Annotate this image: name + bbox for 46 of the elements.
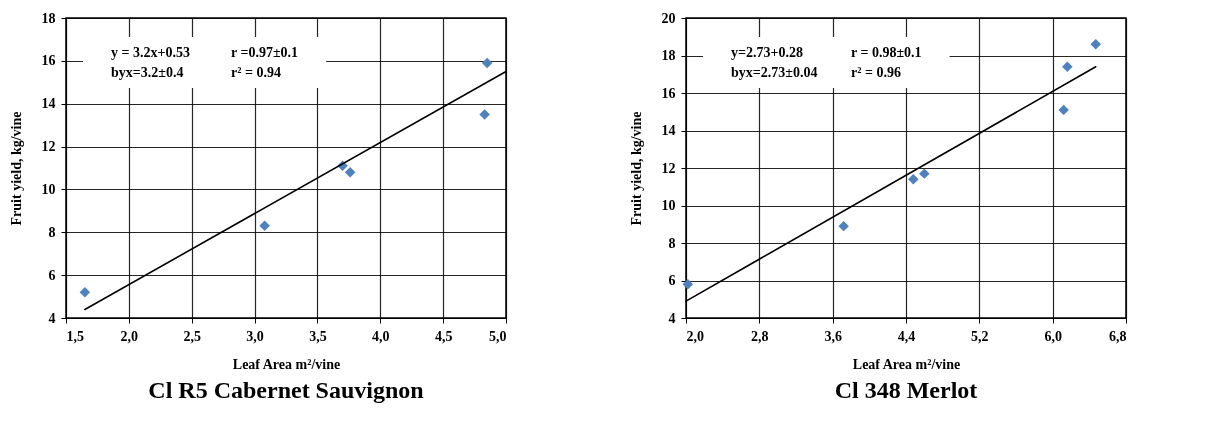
y-tick-label: 14 <box>41 96 56 112</box>
y-tick-label: 18 <box>41 10 56 26</box>
x-tick-label: 3,0 <box>246 328 264 344</box>
x-tick-label: 2,0 <box>120 328 139 344</box>
annotation: r² = 0.96 <box>851 65 901 80</box>
y-tick-label: 16 <box>41 53 56 69</box>
y-tick-label: 8 <box>48 224 56 240</box>
x-tick-label: 2,8 <box>751 328 769 344</box>
x-tick-label: 5,0 <box>489 328 507 344</box>
annotation: r² = 0.94 <box>231 65 281 80</box>
x-tick-label: 4,4 <box>897 328 916 344</box>
y-tick-label: 12 <box>661 160 676 176</box>
x-tick-label: 3,5 <box>309 328 327 344</box>
x-tick-label: 5,2 <box>971 328 989 344</box>
y-tick-label: 8 <box>668 235 676 251</box>
y-tick-label: 20 <box>661 10 676 26</box>
y-axis-title: Fruit yield, kg/vine <box>8 111 24 226</box>
annotation: y = 3.2x+0.53 <box>111 45 190 60</box>
y-tick-label: 14 <box>661 123 676 138</box>
y-tick-label: 4 <box>48 310 56 326</box>
y-tick-label: 6 <box>48 267 56 283</box>
x-axis-title: Leaf Area m²/vine <box>232 356 341 372</box>
text: Cl R5 Cabernet Sauvignon <box>148 377 424 403</box>
annotation: r =0.97±0.1 <box>231 45 299 60</box>
y-tick-label: 10 <box>661 198 676 213</box>
y-tick-label: 6 <box>668 273 676 288</box>
x-tick-label: 4,0 <box>372 328 390 344</box>
x-tick-label: 2,5 <box>183 328 201 344</box>
annotation: byx=3.2±0.4 <box>111 65 184 80</box>
y-tick-label: 12 <box>41 139 56 155</box>
x-tick-label: 6,0 <box>1044 328 1062 344</box>
x-axis-title: Leaf Area m²/vine <box>852 356 961 372</box>
annotation: r = 0.98±0.1 <box>851 45 922 60</box>
x-tick-label: 4,5 <box>434 328 453 344</box>
annotation: y=2.73+0.28 <box>731 45 803 60</box>
y-tick-label: 4 <box>668 310 676 326</box>
x-tick-label: 3,6 <box>824 328 842 344</box>
annotation: byx=2.73±0.04 <box>731 65 818 80</box>
y-axis-title: Fruit yield, kg/vine <box>628 111 644 226</box>
text: Cl 348 Merlot <box>834 377 978 403</box>
y-tick-label: 16 <box>661 85 676 101</box>
x-tick-label: 6,8 <box>1109 328 1127 344</box>
x-tick-label: 1,5 <box>66 328 84 344</box>
x-tick-label: 2,0 <box>686 328 704 344</box>
y-tick-label: 10 <box>41 181 56 197</box>
y-tick-label: 18 <box>661 48 676 63</box>
